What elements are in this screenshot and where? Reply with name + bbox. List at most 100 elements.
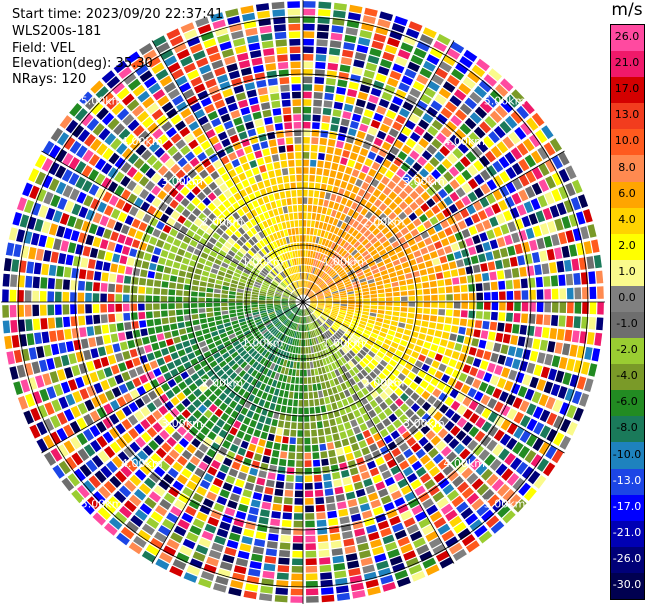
velocity-gate	[241, 224, 249, 232]
velocity-gate	[192, 207, 202, 217]
velocity-gate	[344, 233, 351, 241]
velocity-gate	[313, 228, 318, 236]
velocity-gate	[304, 460, 312, 467]
velocity-gate	[423, 87, 436, 98]
velocity-gate	[243, 145, 253, 154]
velocity-gate	[378, 372, 387, 381]
velocity-gate	[493, 429, 505, 442]
velocity-gate	[342, 150, 351, 158]
velocity-gate	[543, 381, 554, 394]
azimuth-spoke	[41, 150, 304, 303]
velocity-gate	[314, 321, 319, 327]
velocity-gate	[16, 364, 26, 378]
velocity-gate	[32, 318, 41, 331]
velocity-gate	[318, 436, 326, 444]
velocity-gate	[489, 110, 503, 124]
velocity-gate	[225, 356, 233, 364]
velocity-gate	[341, 398, 349, 407]
velocity-gate	[375, 513, 387, 523]
velocity-gate	[312, 444, 319, 452]
velocity-gate	[308, 307, 313, 313]
velocity-gate	[357, 326, 364, 332]
velocity-gate	[153, 247, 162, 256]
velocity-gate	[228, 265, 236, 272]
velocity-gate	[115, 423, 126, 435]
velocity-gate	[389, 359, 397, 367]
velocity-gate	[347, 306, 355, 310]
velocity-gate	[551, 302, 559, 313]
velocity-gate	[258, 250, 265, 258]
velocity-gate	[240, 464, 250, 474]
velocity-gate	[464, 216, 474, 227]
velocity-gate	[478, 79, 492, 93]
velocity-gate	[341, 365, 348, 373]
velocity-gate	[75, 176, 86, 189]
velocity-gate	[412, 218, 422, 227]
velocity-gate	[370, 264, 378, 271]
range-ring-label: 2.00km	[202, 377, 244, 390]
velocity-gate	[9, 305, 17, 318]
velocity-gate	[311, 437, 318, 444]
velocity-gate	[351, 113, 362, 122]
velocity-gate	[538, 394, 549, 407]
velocity-gate	[77, 304, 85, 314]
colorbar-cell	[611, 546, 644, 574]
velocity-gate	[108, 283, 116, 293]
velocity-gate	[242, 353, 250, 360]
velocity-gate	[293, 528, 303, 535]
velocity-gate	[283, 429, 290, 436]
velocity-gate	[336, 400, 344, 409]
velocity-gate	[245, 121, 255, 130]
colorbar-cell	[611, 207, 644, 235]
velocity-gate	[268, 336, 275, 343]
velocity-gate	[454, 161, 465, 173]
velocity-gate	[303, 384, 308, 392]
velocity-gate	[346, 199, 353, 208]
velocity-gate	[310, 159, 317, 167]
velocity-gate	[292, 235, 297, 243]
velocity-gate	[351, 262, 359, 269]
velocity-gate	[205, 338, 214, 345]
velocity-gate	[262, 282, 270, 287]
velocity-gate	[50, 415, 61, 429]
velocity-gate	[9, 289, 17, 302]
velocity-gate	[178, 270, 186, 277]
velocity-gate	[314, 260, 319, 267]
velocity-gate	[323, 420, 330, 428]
velocity-gate	[90, 80, 104, 94]
velocity-gate	[301, 288, 303, 295]
velocity-gate	[246, 230, 254, 238]
velocity-gate	[293, 513, 303, 520]
velocity-gate	[535, 276, 543, 288]
velocity-gate	[219, 81, 231, 91]
velocity-gate	[358, 439, 367, 449]
velocity-gate	[294, 290, 299, 296]
velocity-gate	[362, 308, 370, 312]
velocity-gate	[460, 310, 468, 318]
velocity-gate	[175, 139, 186, 150]
velocity-gate	[437, 523, 451, 535]
velocity-gate	[516, 105, 529, 120]
velocity-gate	[278, 458, 287, 467]
velocity-gate	[316, 213, 321, 221]
velocity-gate	[296, 460, 303, 467]
velocity-gate	[203, 351, 212, 359]
velocity-gate	[289, 297, 296, 300]
velocity-gate	[355, 204, 364, 213]
velocity-gate	[237, 471, 247, 481]
velocity-gate	[370, 302, 378, 306]
velocity-gate	[229, 309, 236, 314]
velocity-gate	[149, 360, 159, 370]
velocity-gate	[240, 106, 251, 116]
velocity-gate	[597, 286, 604, 299]
velocity-gate	[332, 155, 341, 164]
velocity-gate	[221, 298, 228, 302]
velocity-gate	[210, 459, 221, 470]
velocity-gate	[292, 369, 296, 376]
velocity-gate	[368, 336, 376, 343]
velocity-gate	[285, 288, 292, 294]
velocity-gate	[259, 94, 269, 103]
velocity-gate	[294, 308, 299, 314]
velocity-gate	[391, 522, 404, 533]
velocity-gate	[106, 76, 121, 89]
